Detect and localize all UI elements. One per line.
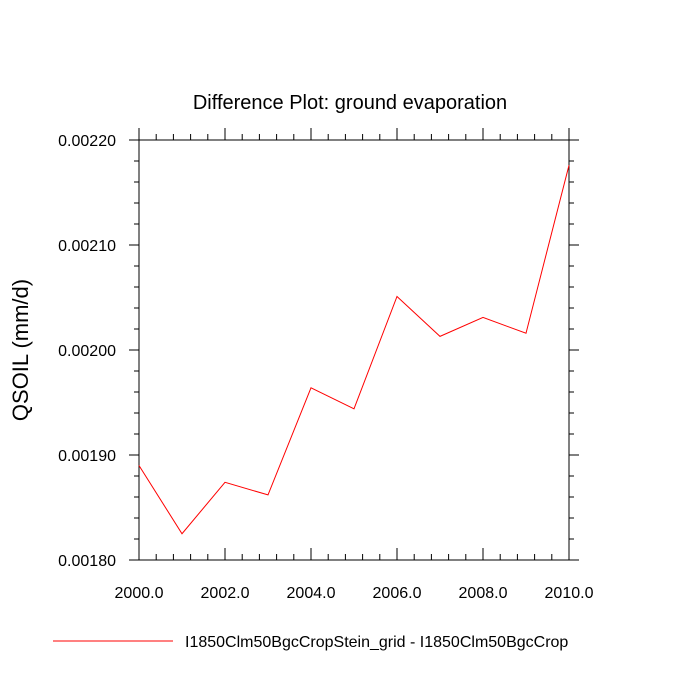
y-tick-label: 0.00180: [58, 553, 116, 570]
y-tick-label: 0.00220: [58, 133, 116, 150]
x-tick-label: 2004.0: [287, 585, 336, 602]
y-minor-ticks: [134, 139, 574, 561]
plot-frame: [138, 139, 570, 561]
x-minor-ticks: [138, 134, 570, 560]
x-tick-label: 2000.0: [115, 585, 164, 602]
x-tick-label: 2002.0: [201, 585, 250, 602]
x-tick-label: 2010.0: [545, 585, 594, 602]
y-axis-label: QSOIL (mm/d): [8, 279, 33, 421]
series-line: [138, 165, 570, 535]
x-tick-labels: 2000.0 2002.0 2004.0 2006.0 2008.0 2010.0: [115, 585, 594, 602]
y-axis-ticks: [129, 139, 579, 561]
x-tick-label: 2008.0: [459, 585, 508, 602]
y-tick-label: 0.00200: [58, 343, 116, 360]
legend-label: I1850Clm50BgcCropStein_grid - I1850Clm50…: [185, 634, 568, 651]
chart-title: Difference Plot: ground evaporation: [193, 92, 507, 114]
plot-area: [129, 128, 579, 561]
y-tick-label: 0.00190: [58, 448, 116, 465]
y-tick-label: 0.00210: [58, 238, 116, 255]
series-layer: [138, 165, 570, 535]
y-tick-labels: 0.00180 0.00190 0.00200 0.00210 0.00220: [58, 133, 116, 570]
legend: I1850Clm50BgcCropStein_grid - I1850Clm50…: [53, 634, 568, 651]
x-axis-ticks: [138, 128, 570, 560]
x-tick-label: 2006.0: [373, 585, 422, 602]
